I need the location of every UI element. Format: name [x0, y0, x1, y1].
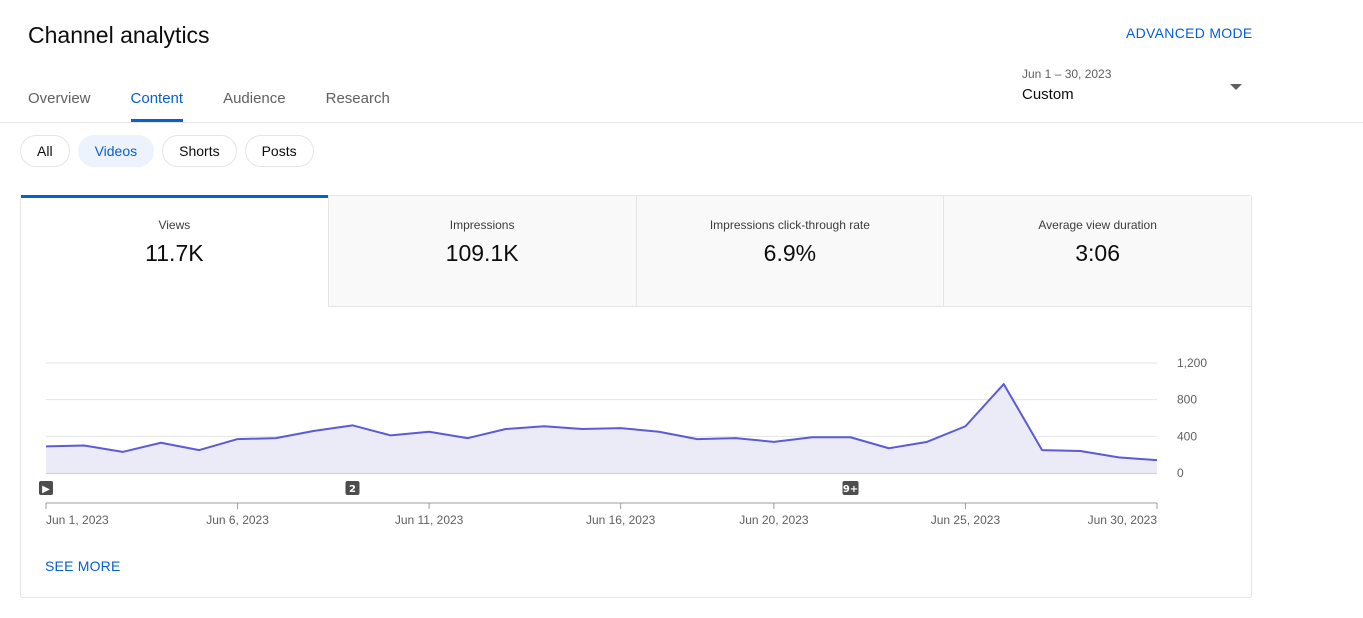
date-preset-text: Custom [1022, 86, 1074, 103]
y-tick-label: 400 [1177, 429, 1197, 443]
metric-label: Impressions [449, 218, 515, 232]
y-tick-label: 1,200 [1177, 356, 1207, 370]
video-marker [39, 481, 53, 495]
metric-tabs: Views 11.7K Impressions 109.1K Impressio… [21, 195, 1251, 307]
metric-tab-impressions[interactable]: Impressions 109.1K [327, 196, 636, 307]
metric-value: 109.1K [445, 240, 519, 266]
video-marker-label: 9+ [843, 484, 858, 495]
x-tick-label: Jun 1, 2023 [46, 513, 109, 527]
analytics-tabs: Overview Content Audience Research [28, 90, 430, 122]
x-tick-label: Jun 25, 2023 [931, 513, 1001, 527]
series-area [46, 384, 1157, 473]
metric-tab-views[interactable]: Views 11.7K [21, 195, 328, 307]
filter-chip-posts[interactable]: Posts [244, 135, 314, 167]
filter-chip-shorts[interactable]: Shorts [162, 135, 237, 167]
series-line [45, 383, 1158, 462]
tab-audience[interactable]: Audience [223, 90, 286, 107]
metric-value: 6.9% [763, 240, 817, 266]
metric-label: Views [158, 218, 191, 232]
video-marker-label: ▶ [42, 484, 50, 495]
metric-tab-avg-view-duration[interactable]: Average view duration 3:06 [943, 196, 1251, 307]
tab-overview[interactable]: Overview [28, 90, 91, 107]
metric-label: Impressions click-through rate [709, 218, 870, 232]
x-tick-label: Jun 6, 2023 [206, 513, 269, 527]
video-marker [842, 481, 859, 495]
video-marker-label: 2 [349, 484, 356, 495]
see-more-link[interactable]: SEE MORE [45, 558, 121, 574]
page-title: Channel analytics [28, 22, 210, 48]
date-range-picker[interactable]: Jun 1 – 30, 2023 Custom [1022, 67, 1244, 111]
metrics-card: Views 11.7K Impressions 109.1K Impressio… [20, 195, 1252, 598]
x-tick-label: Jun 11, 2023 [395, 513, 464, 527]
x-tick-label: Jun 16, 2023 [586, 513, 656, 527]
y-tick-label: 800 [1177, 393, 1197, 407]
video-marker [345, 481, 360, 495]
header-divider [0, 122, 1363, 123]
metric-value: 3:06 [1075, 240, 1120, 266]
metric-label: Average view duration [1038, 218, 1157, 232]
metric-tab-ctr[interactable]: Impressions click-through rate 6.9% [635, 196, 944, 307]
filter-chip-videos[interactable]: Videos [77, 135, 155, 167]
metric-value: 11.7K [145, 240, 204, 266]
y-tick-label: 0 [1177, 466, 1184, 480]
filter-chip-all[interactable]: All [20, 135, 70, 167]
views-chart[interactable]: 1,200 800 400 0 ▶ 2 9+ Jun 1, 2023 Jun 6, 2023 Ju… [21, 196, 1251, 597]
dropdown-caret-icon [1230, 84, 1242, 90]
advanced-mode-link[interactable]: ADVANCED MODE [1126, 25, 1253, 41]
content-type-filters: All Videos Shorts Posts [20, 135, 322, 167]
tab-research[interactable]: Research [325, 90, 390, 107]
tab-content[interactable]: Content [130, 90, 183, 122]
x-tick-label: Jun 30, 2023 [1088, 513, 1158, 527]
date-range-text: Jun 1 – 30, 2023 [1022, 67, 1112, 81]
x-tick-label: Jun 20, 2023 [739, 513, 809, 527]
